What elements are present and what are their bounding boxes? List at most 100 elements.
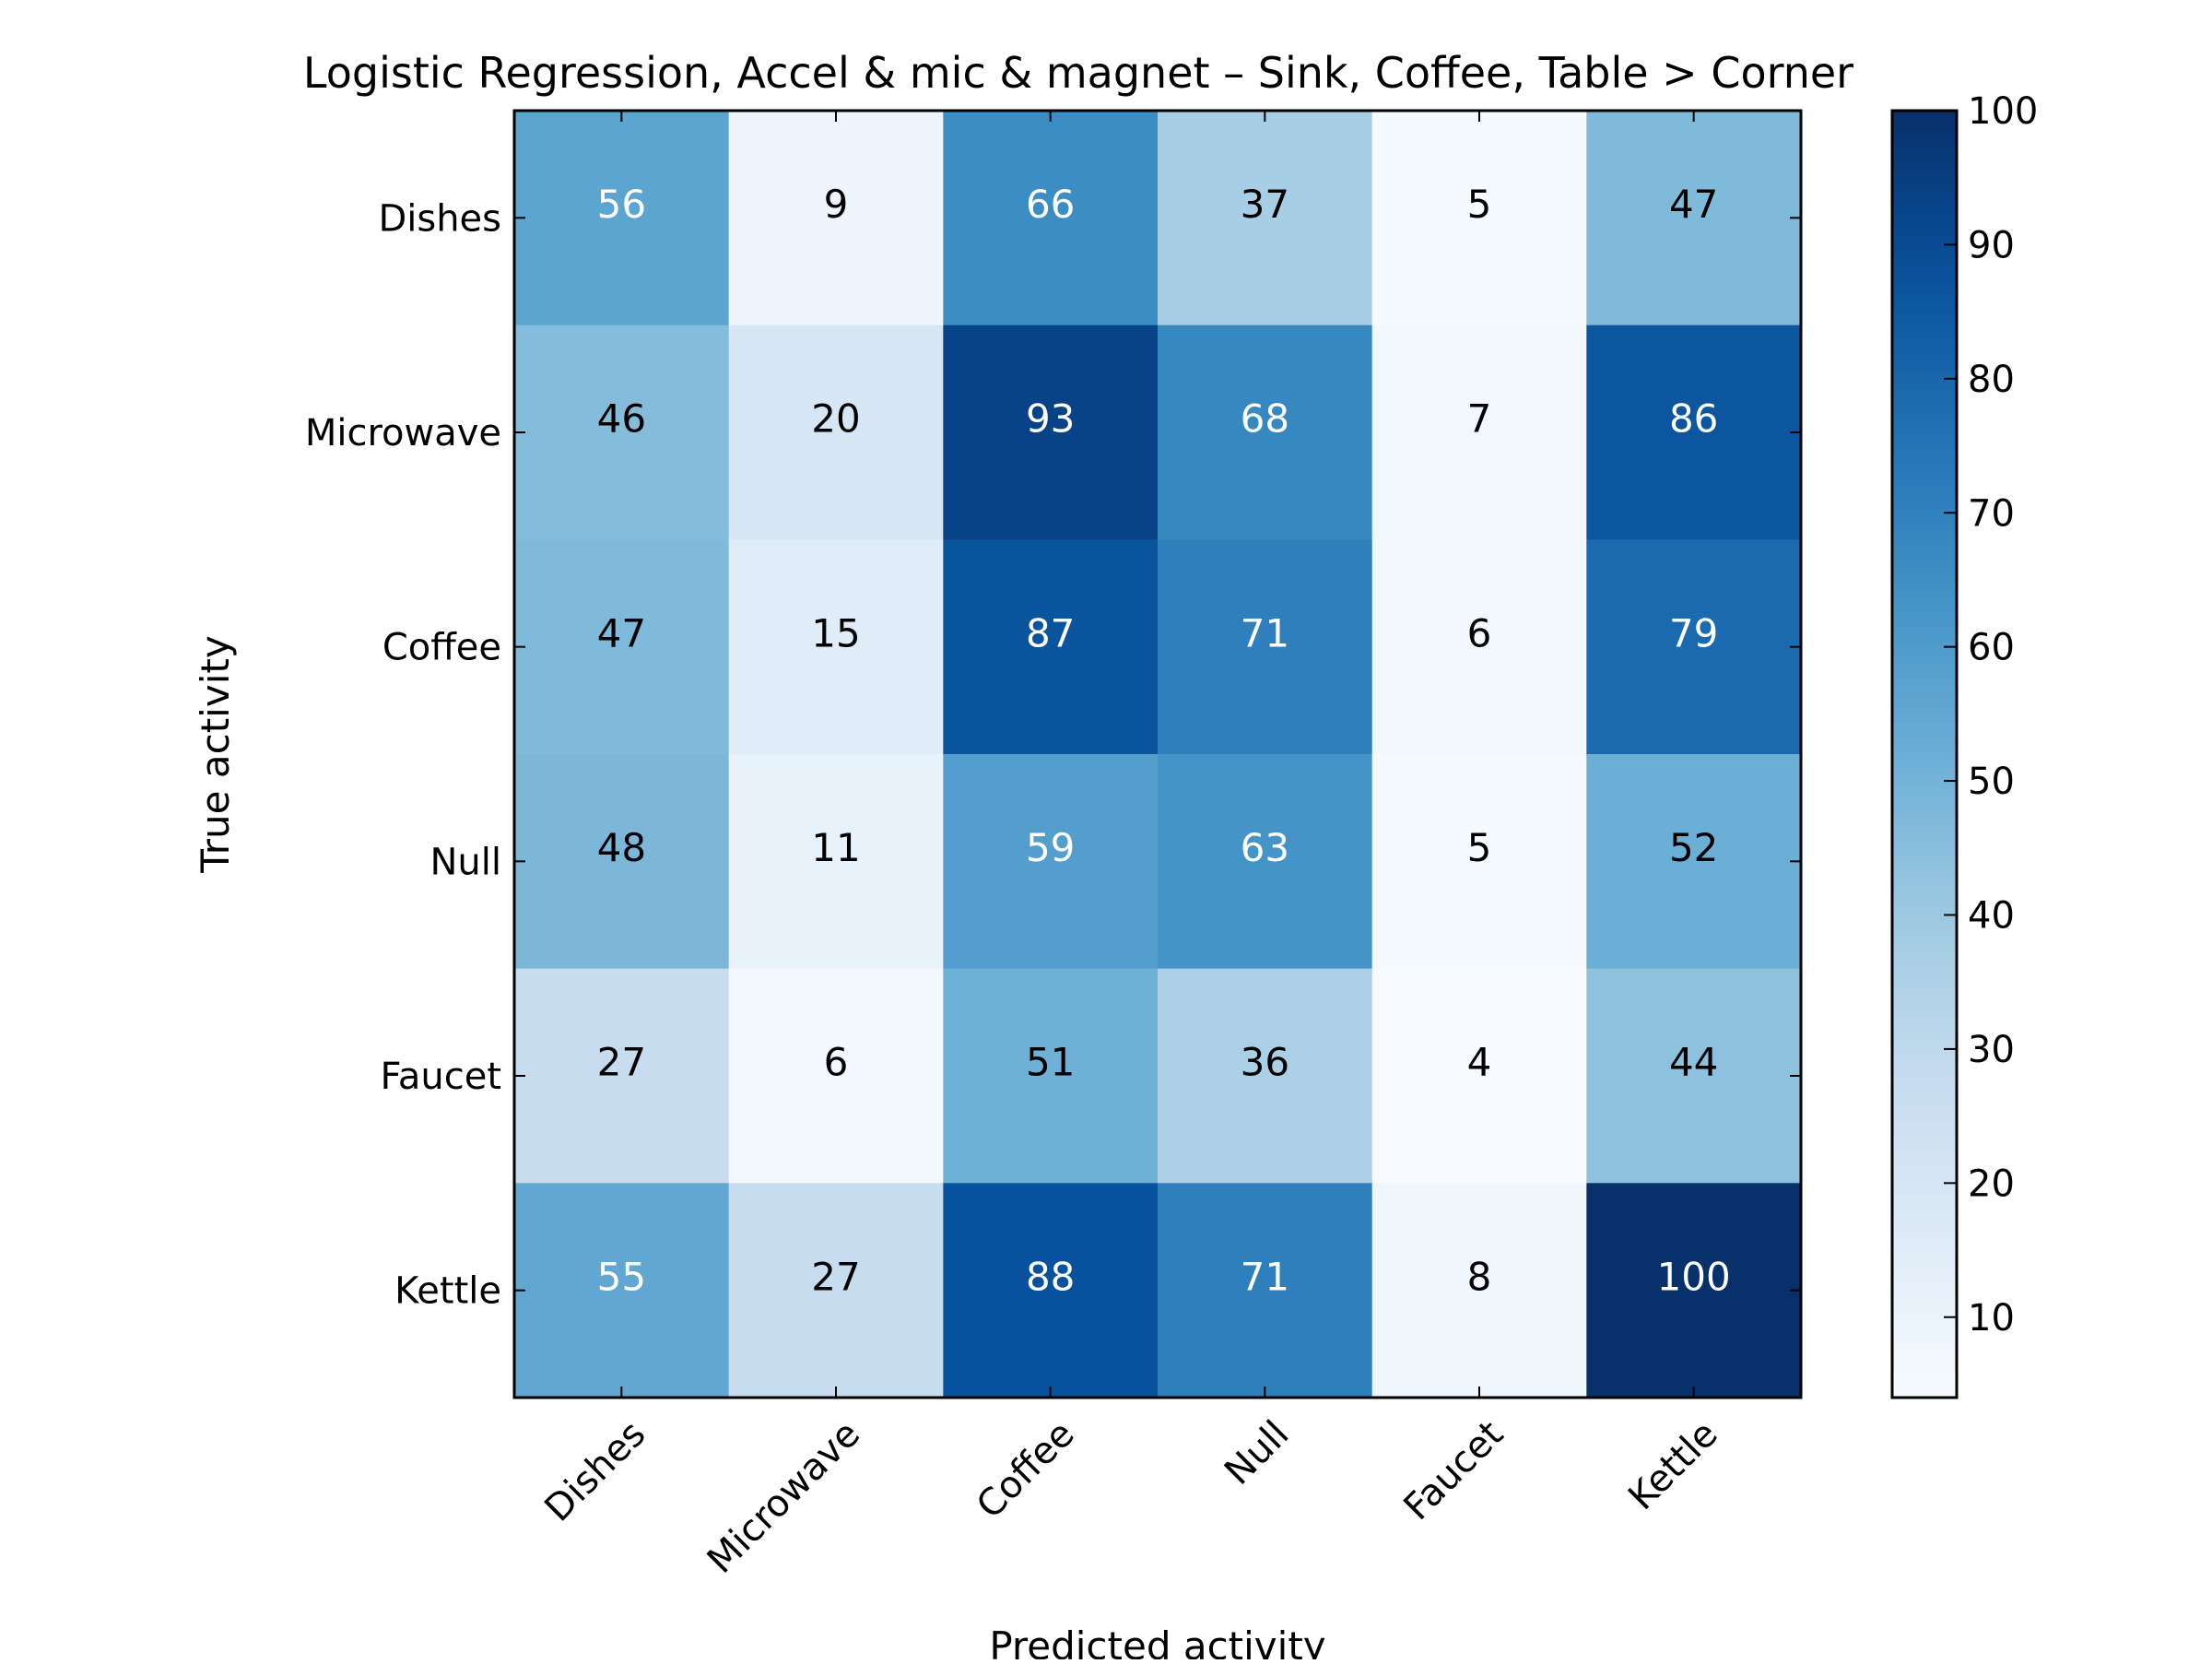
y-tick-labels: Dishes Microwave Coffee Null Faucet Kettle	[305, 197, 501, 1312]
cell-value-label: 20	[811, 396, 860, 442]
heatmap-cell	[728, 539, 944, 755]
heatmap-cell	[1586, 539, 1802, 755]
y-tick-label: Null	[430, 841, 502, 883]
heatmap-cell	[1586, 325, 1802, 540]
cell-value-label: 36	[1241, 1040, 1289, 1085]
colorbar-tick-label: 10	[1968, 1297, 2015, 1339]
heatmap-cells	[514, 111, 1802, 1398]
colorbar-tick-label: 20	[1968, 1162, 2015, 1205]
heatmap-cell	[728, 325, 944, 540]
heatmap-cell	[1371, 754, 1587, 970]
heatmap-cell	[1371, 111, 1587, 326]
cell-value-label: 88	[1026, 1254, 1075, 1299]
axis-ticks	[514, 111, 1801, 1398]
heatmap-cell	[728, 754, 944, 970]
x-tick-label: Kettle	[1620, 1413, 1726, 1519]
cell-value-label: 56	[597, 182, 646, 227]
colorbar-tick-label: 90	[1968, 224, 2015, 266]
cell-value-label: 7	[1467, 396, 1492, 442]
cell-value-label: 68	[1241, 396, 1289, 442]
heatmap-cell	[514, 539, 730, 755]
cell-value-label: 47	[1669, 182, 1718, 227]
y-tick-label: Kettle	[394, 1270, 501, 1313]
plot-frame	[512, 109, 1803, 1399]
colorbar-tick-label: 100	[1968, 90, 2038, 133]
cell-value-label: 63	[1241, 825, 1289, 870]
cell-value-label: 5	[1467, 182, 1492, 227]
cell-value-label: 86	[1669, 396, 1718, 442]
y-tick-label: Faucet	[381, 1056, 501, 1098]
colorbar-tick-label: 50	[1968, 761, 2015, 803]
heatmap-cell	[1371, 1183, 1587, 1398]
heatmap-cell	[1158, 111, 1373, 326]
cell-value-label: 44	[1669, 1040, 1718, 1085]
x-tick-label: Null	[1217, 1413, 1297, 1493]
heatmap-cell	[943, 325, 1159, 540]
heatmap-cell	[514, 111, 730, 326]
cell-value-label: 47	[597, 610, 646, 655]
heatmap-cell	[728, 968, 944, 1184]
cell-value-label: 87	[1026, 610, 1075, 655]
cell-value-label: 8	[1467, 1254, 1492, 1299]
heatmap-cell-labels: 56 9 66 37 5 47 46 20 93 68 7 86 47 15 87 71 6 79 4 8 11 59 63…	[597, 182, 1731, 1299]
cell-value-label: 66	[1026, 182, 1075, 227]
y-tick-label: Coffee	[382, 627, 501, 669]
y-axis-label: True activity	[193, 635, 238, 873]
heatmap-cell	[1158, 968, 1373, 1184]
chart-title: Logistic Regression, Accel & mic & magne…	[303, 48, 1853, 98]
heatmap-cell	[1158, 754, 1373, 970]
x-tick-label: Faucet	[1396, 1413, 1512, 1529]
cell-value-label: 55	[597, 1254, 646, 1299]
colorbar-ticks: 10 20 30 40 50 60 70 80 90 100	[1944, 90, 2038, 1339]
y-tick-label: Microwave	[305, 412, 501, 454]
cell-value-label: 6	[1467, 610, 1492, 655]
cell-value-label: 27	[811, 1254, 860, 1299]
x-tick-labels: Dishes Microwave Coffee Null Faucet Kettle	[536, 1413, 1725, 1582]
heatmap-cell	[1158, 1183, 1373, 1398]
heatmap-cell	[514, 325, 730, 540]
heatmap-cell	[1371, 968, 1587, 1184]
heatmap-cell	[1586, 754, 1802, 970]
colorbar-tick-label: 80	[1968, 359, 2015, 401]
cell-value-label: 71	[1241, 1254, 1289, 1299]
cell-value-label: 11	[811, 825, 860, 870]
heatmap-cell	[1158, 539, 1373, 755]
heatmap-cell	[943, 968, 1159, 1184]
cell-value-label: 15	[811, 610, 860, 655]
colorbar-tick-label: 40	[1968, 895, 2015, 938]
cell-value-label: 52	[1669, 825, 1718, 870]
cell-value-label: 79	[1669, 610, 1718, 655]
heatmap-cell	[514, 1183, 730, 1398]
cell-value-label: 4	[1467, 1040, 1492, 1085]
cell-value-label: 51	[1026, 1040, 1075, 1085]
cell-value-label: 71	[1241, 610, 1289, 655]
cell-value-label: 93	[1026, 396, 1075, 442]
cell-value-label: 5	[1467, 825, 1492, 870]
cell-value-label: 37	[1241, 182, 1289, 227]
heatmap-cell	[1371, 539, 1587, 755]
heatmap-cell	[1586, 1183, 1802, 1398]
x-tick-label: Dishes	[536, 1413, 653, 1530]
heatmap-cell	[943, 1183, 1159, 1398]
colorbar-tick-label: 70	[1968, 492, 2015, 535]
y-tick-label: Dishes	[378, 197, 501, 240]
heatmap-cell	[943, 539, 1159, 755]
heatmap-cell	[1371, 325, 1587, 540]
x-tick-label: Microwave	[700, 1413, 868, 1582]
colorbar	[1890, 109, 1959, 1399]
cell-value-label: 9	[824, 182, 849, 227]
heatmap-cell	[728, 111, 944, 326]
heatmap-cell	[514, 968, 730, 1184]
heatmap-cell	[943, 111, 1159, 326]
x-axis-label: Predicted activity	[989, 1623, 1325, 1659]
cell-value-label: 46	[597, 396, 646, 442]
x-tick-label: Coffee	[969, 1413, 1083, 1528]
cell-value-label: 59	[1026, 825, 1075, 870]
cell-value-label: 100	[1657, 1254, 1731, 1299]
colorbar-tick-label: 60	[1968, 627, 2015, 669]
heatmap-cell	[728, 1183, 944, 1398]
heatmap-cell	[943, 754, 1159, 970]
heatmap-cell	[1586, 111, 1802, 326]
